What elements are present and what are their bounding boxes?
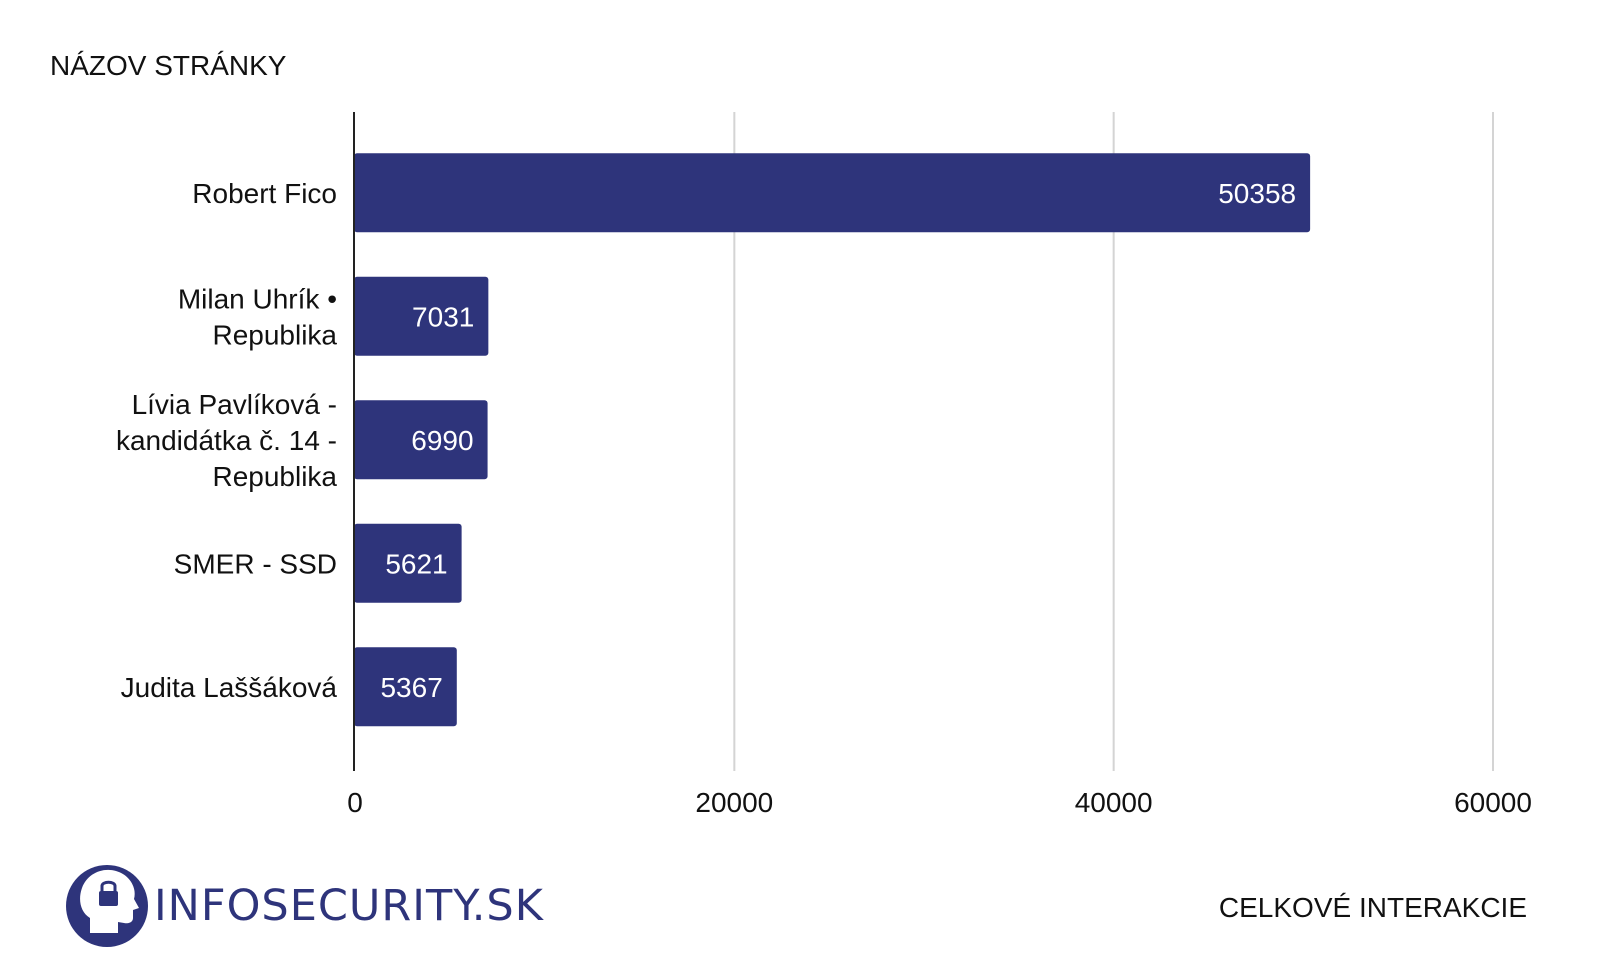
x-tick-labels: 0 20000 40000 60000 — [347, 787, 1532, 818]
x-axis-title: CELKOVÉ INTERAKCIE — [1219, 892, 1527, 923]
bars: 50358 7031 6990 5621 5367 — [354, 153, 1311, 727]
category-label-line: Milan Uhrík • — [178, 283, 337, 314]
category-label-line: Republika — [212, 461, 337, 492]
x-tick-label: 0 — [347, 787, 363, 818]
x-tick-label: 40000 — [1075, 787, 1153, 818]
bar-value-label: 50358 — [1218, 178, 1296, 209]
category-label: SMER - SSD — [174, 548, 337, 579]
bar — [354, 276, 489, 356]
category-label-line: Republika — [212, 319, 337, 350]
bar-value-label: 5367 — [380, 672, 442, 703]
category-label-line: kandidátka č. 14 - — [116, 425, 337, 456]
x-tick-label: 60000 — [1454, 787, 1532, 818]
category-label: Judita Laššáková — [121, 672, 338, 703]
head-with-padlock-icon — [80, 869, 139, 933]
category-label-line: Lívia Pavlíková - — [132, 389, 337, 420]
bar — [354, 400, 488, 480]
bar — [354, 523, 462, 603]
category-label: Robert Fico — [192, 178, 337, 209]
x-tick-label: 20000 — [695, 787, 773, 818]
category-label-line: Judita Laššáková — [121, 672, 338, 703]
brand-logo — [66, 865, 148, 947]
y-axis-title: NÁZOV STRÁNKY — [50, 50, 287, 81]
category-label-line: SMER - SSD — [174, 548, 337, 579]
category-label-line: Robert Fico — [192, 178, 337, 209]
bar-value-label: 7031 — [412, 301, 474, 332]
category-label: Lívia Pavlíková - kandidátka č. 14 - Repub… — [116, 389, 337, 492]
category-label: Milan Uhrík • Republika — [178, 283, 338, 350]
bar-value-label: 5621 — [385, 548, 447, 579]
bar — [354, 647, 457, 727]
brand-name: INFOSECURITY.SK — [154, 881, 545, 931]
bar — [354, 153, 1311, 233]
bar-value-label: 6990 — [411, 425, 473, 456]
